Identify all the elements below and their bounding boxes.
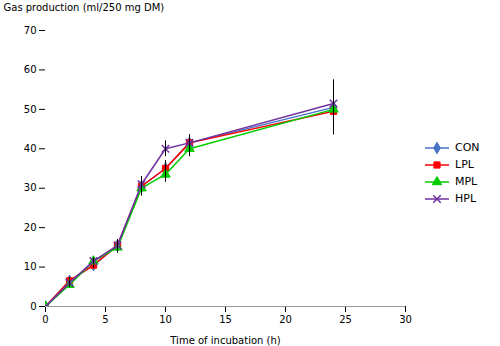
svg-text:70: 70 bbox=[24, 25, 37, 36]
svg-text:25: 25 bbox=[339, 314, 352, 325]
svg-text:15: 15 bbox=[219, 314, 232, 325]
svg-text:5: 5 bbox=[102, 314, 108, 325]
svg-text:20: 20 bbox=[24, 222, 37, 233]
svg-text:30: 30 bbox=[399, 314, 412, 325]
svg-text:40: 40 bbox=[24, 143, 37, 154]
svg-text:60: 60 bbox=[24, 64, 37, 75]
html-text:CON: CON bbox=[455, 141, 480, 154]
svg-text:50: 50 bbox=[24, 104, 37, 115]
svg-text:20: 20 bbox=[279, 314, 292, 325]
html-text:MPL: MPL bbox=[455, 175, 478, 188]
svg-text:0: 0 bbox=[42, 314, 48, 325]
svg-text:Time of incubation (h): Time of incubation (h) bbox=[169, 335, 280, 346]
svg-text:30: 30 bbox=[24, 182, 37, 193]
html-text:LPL: LPL bbox=[455, 158, 474, 171]
svg-text:10: 10 bbox=[159, 314, 172, 325]
svg-text:10: 10 bbox=[24, 261, 37, 272]
html-text:HPL: HPL bbox=[455, 192, 476, 205]
svg-text:Gas production (ml/250 mg DM): Gas production (ml/250 mg DM) bbox=[4, 2, 165, 13]
svg-text:0: 0 bbox=[30, 301, 36, 312]
